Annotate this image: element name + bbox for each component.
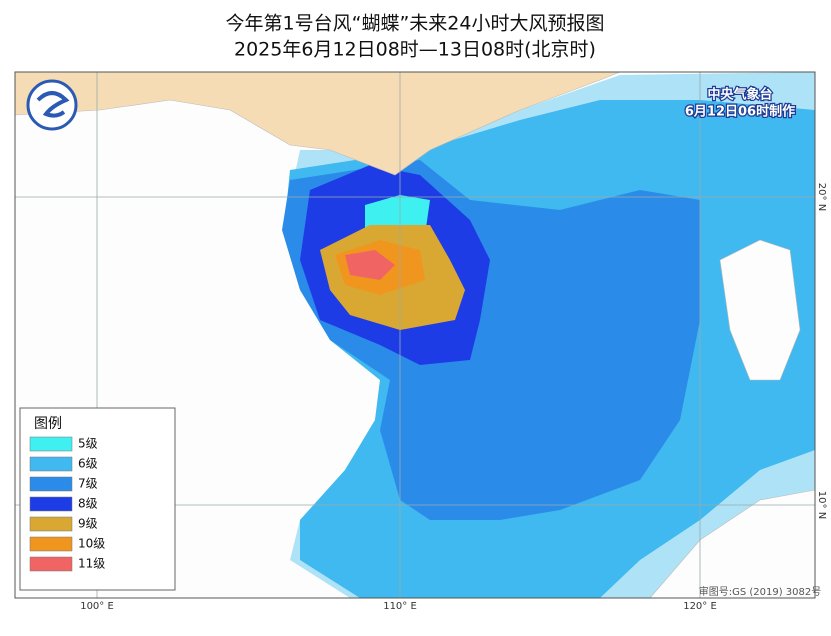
logo xyxy=(26,79,78,131)
legend-swatch xyxy=(29,476,73,492)
approval-number: 审图号:GS (2019) 3082号 xyxy=(699,585,822,598)
legend-swatch xyxy=(29,536,73,552)
legend-label: 7级 xyxy=(78,477,98,491)
title: 今年第1号台风“蝴蝶”未来24小时大风预报图 xyxy=(226,13,605,35)
legend-items: 5级 6级 7级 8级 9级 10级 11级 xyxy=(29,436,105,572)
borneo xyxy=(649,489,815,598)
grid-label: 10° N xyxy=(816,491,827,519)
legend-title: 图例 xyxy=(34,416,62,432)
grid-labels: 100° E 110° E 120° E 20° N 10° N xyxy=(80,183,827,612)
wind-zone xyxy=(345,250,395,280)
grid-label: 120° E xyxy=(683,601,717,612)
luzon xyxy=(719,239,801,381)
legend-label: 6级 xyxy=(78,457,98,471)
map xyxy=(15,72,815,598)
legend-label: 10级 xyxy=(78,537,105,551)
legend-label: 9级 xyxy=(78,517,98,531)
agency: 中央气象台 xyxy=(707,87,772,103)
grid-label: 110° E xyxy=(383,601,417,612)
frame xyxy=(14,71,816,599)
logo-mark xyxy=(36,91,70,118)
legend-label: 11级 xyxy=(78,557,105,571)
graticule xyxy=(15,72,815,598)
legend-swatch xyxy=(29,436,73,452)
china-land xyxy=(15,72,621,176)
grid-label: 100° E xyxy=(80,601,114,612)
grid-label: 20° N xyxy=(816,183,827,211)
legend-swatch xyxy=(29,556,73,572)
subtitle: 2025年6月12日08时—13日08时(北京时) xyxy=(234,39,596,61)
issued-time: 6月12日06时制作 xyxy=(685,104,795,120)
legend-label: 8级 xyxy=(78,497,98,511)
legend-swatch xyxy=(29,496,73,512)
legend-swatch xyxy=(29,516,73,532)
legend-label: 5级 xyxy=(78,437,98,451)
legend-swatch xyxy=(29,456,73,472)
